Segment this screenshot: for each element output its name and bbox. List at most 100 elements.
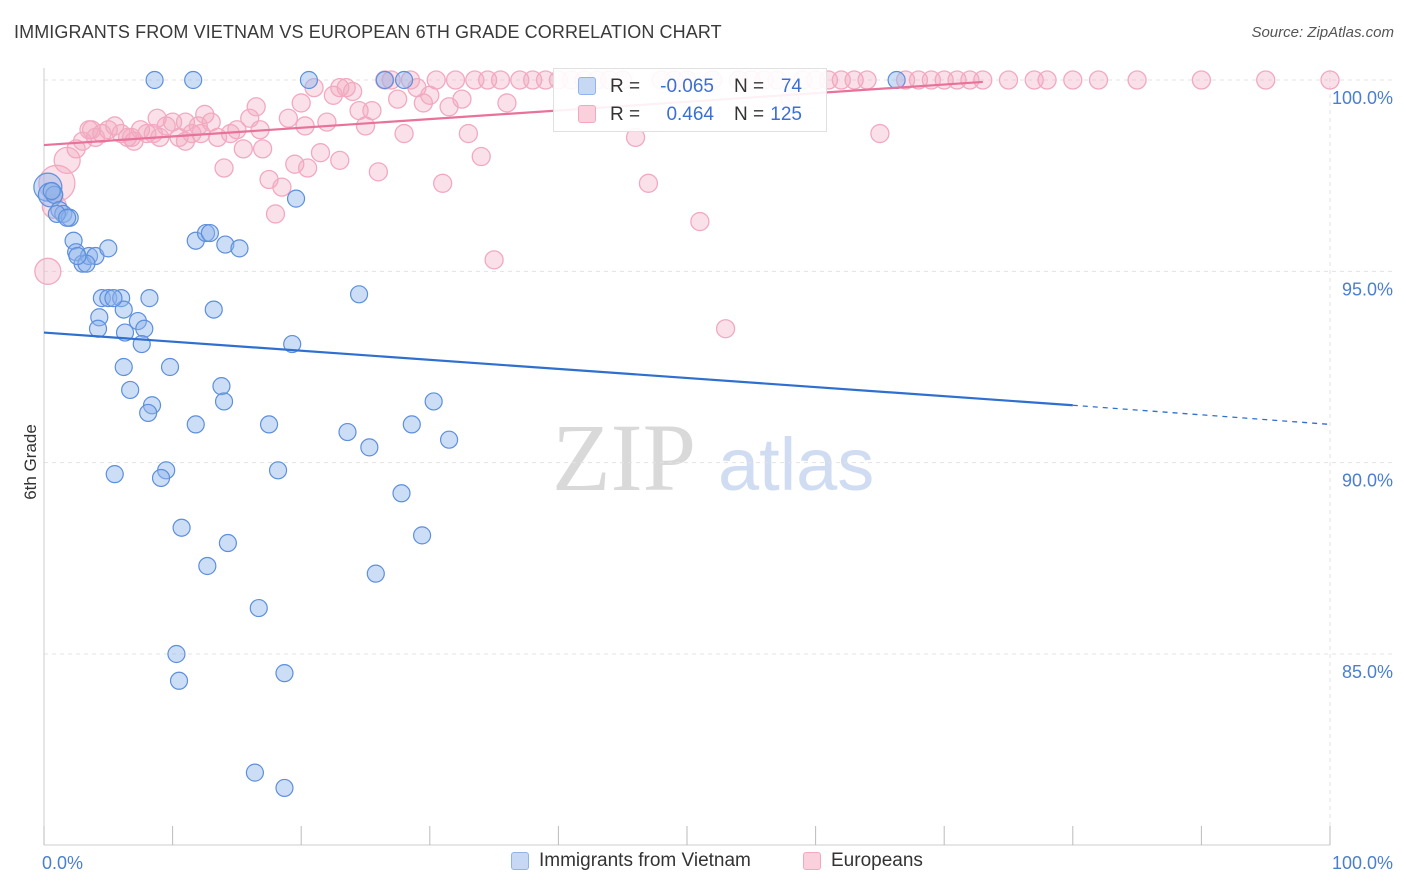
point-europeans [368, 162, 389, 182]
point-vietnam [887, 70, 906, 90]
stats-box: R = -0.065 N = 74 R = 0.464 N = 125 [553, 68, 827, 132]
legend-label: Immigrants from Vietnam [539, 850, 751, 871]
point-europeans [265, 204, 286, 224]
r-value: 0.464 [666, 104, 714, 125]
point-vietnam [259, 415, 279, 434]
point-europeans [1088, 70, 1109, 90]
point-europeans [973, 70, 993, 90]
point-vietnam [140, 289, 159, 308]
point-europeans [317, 112, 337, 132]
point-europeans [426, 70, 446, 90]
point-europeans [1063, 70, 1083, 90]
point-europeans [387, 89, 408, 109]
point-vietnam [216, 235, 235, 254]
trend-line-vietnam-extension [1072, 404, 1331, 426]
point-vietnam [214, 392, 234, 411]
point-vietnam [90, 308, 109, 327]
y-tick-label: 100.0% [1332, 88, 1393, 108]
point-vietnam [204, 300, 223, 319]
legend-item-europeans[interactable]: Europeans [803, 850, 923, 872]
point-europeans [490, 70, 511, 90]
r-value: -0.065 [660, 76, 714, 97]
point-vietnam [245, 763, 265, 782]
point-europeans [291, 93, 311, 113]
point-europeans [715, 319, 736, 339]
point-vietnam [64, 231, 83, 250]
point-europeans [34, 257, 62, 285]
point-europeans [1256, 70, 1276, 90]
point-europeans [638, 173, 659, 193]
point-vietnam [286, 189, 306, 208]
point-europeans [252, 139, 273, 159]
point-vietnam [299, 70, 319, 90]
point-vietnam [99, 239, 118, 258]
point-vietnam [167, 644, 186, 664]
point-europeans [471, 146, 491, 167]
y-tick-label: 90.0% [1342, 471, 1393, 491]
point-vietnam [114, 357, 133, 377]
point-vietnam [200, 223, 219, 243]
point-europeans [147, 108, 167, 128]
point-vietnam [402, 415, 421, 434]
y-tick-label: 95.0% [1342, 279, 1393, 299]
y-tick-label: 85.0% [1342, 662, 1393, 682]
source-credit: Source: ZipAtlas.com [1251, 24, 1394, 41]
r-label: R = [610, 76, 641, 97]
point-vietnam [68, 246, 87, 266]
point-europeans [381, 70, 401, 90]
point-vietnam [42, 181, 61, 201]
x-tick-label-min: 0.0% [42, 853, 83, 873]
point-vietnam [186, 415, 205, 434]
point-vietnam [412, 526, 432, 545]
point-europeans [452, 89, 472, 109]
point-vietnam [112, 289, 131, 308]
point-europeans [278, 108, 298, 128]
point-vietnam [186, 231, 205, 250]
r-label: R = [610, 104, 641, 125]
legend-item-vietnam[interactable]: Immigrants from Vietnam [511, 850, 751, 872]
point-vietnam [169, 671, 189, 690]
point-vietnam [249, 598, 268, 618]
y-axis-title: 6th Grade [21, 424, 40, 500]
point-europeans [227, 120, 247, 140]
point-europeans [38, 164, 76, 202]
point-europeans [484, 250, 504, 270]
point-vietnam [394, 70, 414, 90]
point-vietnam [58, 208, 77, 227]
n-label: N = [734, 76, 765, 97]
watermark-zip: ZIP [552, 404, 696, 511]
point-vietnam [360, 438, 379, 457]
point-europeans [394, 123, 414, 144]
legend: Immigrants from Vietnam Europeans [0, 850, 1406, 880]
point-vietnam [349, 285, 369, 304]
point-vietnam [115, 323, 135, 342]
point-vietnam [275, 778, 294, 798]
point-europeans [1127, 70, 1147, 90]
watermark-atlas: atlas [718, 423, 874, 506]
point-europeans [497, 93, 517, 113]
stats-swatch-blue [578, 77, 596, 95]
point-vietnam [104, 289, 123, 308]
point-europeans [400, 70, 421, 90]
point-vietnam [439, 430, 459, 449]
tick-labels: 100.0% 95.0% 90.0% 85.0% 0.0% 100.0% [42, 88, 1393, 873]
chart-title: IMMIGRANTS FROM VIETNAM VS EUROPEAN 6TH … [14, 22, 722, 42]
point-vietnam [135, 319, 154, 338]
point-vietnam [160, 357, 180, 377]
vietnam-points [33, 70, 906, 798]
point-europeans [458, 123, 479, 144]
point-europeans [1037, 70, 1057, 90]
point-europeans [362, 100, 382, 121]
stats-row-vietnam: R = -0.065 N = 74 [554, 73, 826, 101]
stats-swatch-pink [578, 105, 596, 123]
point-vietnam [151, 468, 171, 488]
point-europeans [1191, 70, 1212, 90]
point-vietnam [105, 465, 124, 484]
point-vietnam [275, 664, 294, 683]
point-vietnam [47, 204, 66, 224]
point-vietnam [114, 300, 133, 319]
point-vietnam [99, 289, 118, 308]
point-europeans [81, 120, 102, 140]
point-vietnam [172, 518, 191, 537]
